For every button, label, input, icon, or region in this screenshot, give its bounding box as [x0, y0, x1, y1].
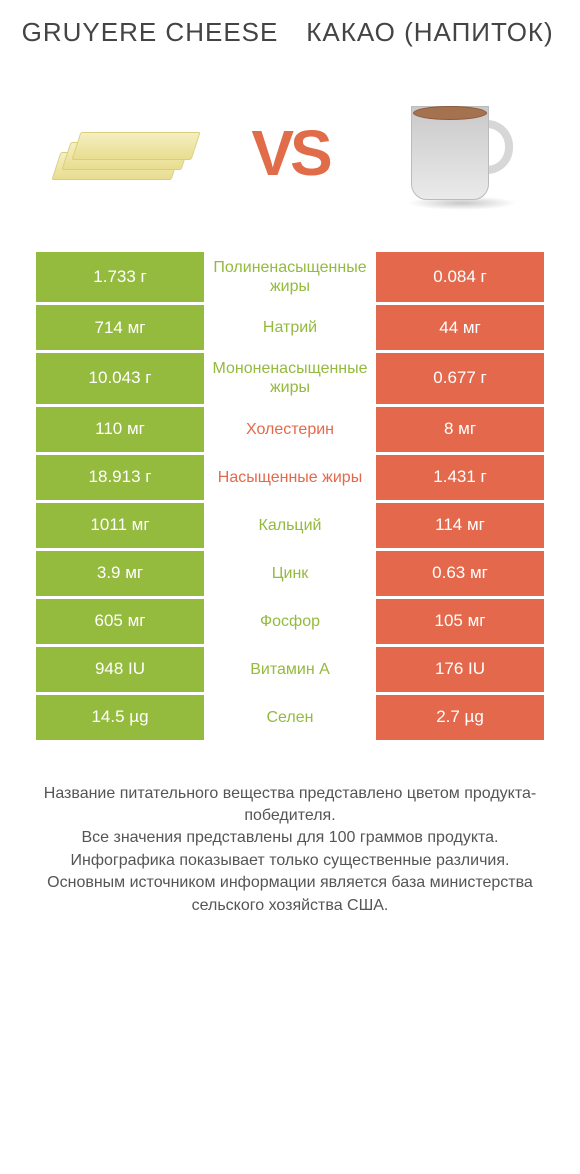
value-left: 14.5 µg [36, 695, 204, 740]
table-row: 110 мгХолестерин8 мг [36, 407, 544, 455]
table-row: 18.913 гНасыщенные жиры1.431 г [36, 455, 544, 503]
title-left: GRUYERE CHEESE [10, 18, 290, 48]
table-row: 948 IUВитамин A176 IU [36, 647, 544, 695]
table-row: 714 мгНатрий44 мг [36, 305, 544, 353]
value-right: 176 IU [376, 647, 544, 692]
table-row: 14.5 µgСелен2.7 µg [36, 695, 544, 743]
value-right: 8 мг [376, 407, 544, 452]
footer-line: Основным источником информации является … [28, 872, 552, 917]
images-row: VS [0, 48, 580, 252]
nutrient-label: Полиненасыщенные жиры [204, 252, 376, 302]
nutrient-label: Цинк [204, 551, 376, 596]
product-image-right [345, 78, 570, 228]
value-right: 44 мг [376, 305, 544, 350]
value-left: 18.913 г [36, 455, 204, 500]
table-row: 1.733 гПолиненасыщенные жиры0.084 г [36, 252, 544, 305]
comparison-table: 1.733 гПолиненасыщенные жиры0.084 г714 м… [0, 252, 580, 743]
nutrient-label: Фосфор [204, 599, 376, 644]
table-row: 10.043 гМононенасыщенные жиры0.677 г [36, 353, 544, 406]
cocoa-mug-icon [393, 88, 523, 218]
value-left: 110 мг [36, 407, 204, 452]
nutrient-label: Натрий [204, 305, 376, 350]
table-row: 605 мгФосфор105 мг [36, 599, 544, 647]
value-right: 0.677 г [376, 353, 544, 403]
footer-line: Название питательного вещества представл… [28, 783, 552, 828]
value-right: 2.7 µg [376, 695, 544, 740]
value-right: 105 мг [376, 599, 544, 644]
value-right: 0.63 мг [376, 551, 544, 596]
footer-notes: Название питательного вещества представл… [0, 743, 580, 917]
cheese-icon [48, 108, 198, 198]
value-left: 714 мг [36, 305, 204, 350]
value-left: 1011 мг [36, 503, 204, 548]
nutrient-label: Витамин A [204, 647, 376, 692]
footer-line: Инфографика показывает только существенн… [28, 850, 552, 872]
value-right: 114 мг [376, 503, 544, 548]
value-right: 0.084 г [376, 252, 544, 302]
value-left: 948 IU [36, 647, 204, 692]
nutrient-label: Селен [204, 695, 376, 740]
footer-line: Все значения представлены для 100 граммо… [28, 827, 552, 849]
value-left: 1.733 г [36, 252, 204, 302]
table-row: 1011 мгКальций114 мг [36, 503, 544, 551]
product-image-left [10, 78, 235, 228]
value-left: 3.9 мг [36, 551, 204, 596]
value-right: 1.431 г [376, 455, 544, 500]
titles-row: GRUYERE CHEESE КАКАО (НАПИТОК) [0, 0, 580, 48]
value-left: 10.043 г [36, 353, 204, 403]
title-right: КАКАО (НАПИТОК) [290, 18, 570, 48]
nutrient-label: Холестерин [204, 407, 376, 452]
table-row: 3.9 мгЦинк0.63 мг [36, 551, 544, 599]
nutrient-label: Мононенасыщенные жиры [204, 353, 376, 403]
vs-label: VS [245, 116, 335, 190]
nutrient-label: Насыщенные жиры [204, 455, 376, 500]
value-left: 605 мг [36, 599, 204, 644]
nutrient-label: Кальций [204, 503, 376, 548]
